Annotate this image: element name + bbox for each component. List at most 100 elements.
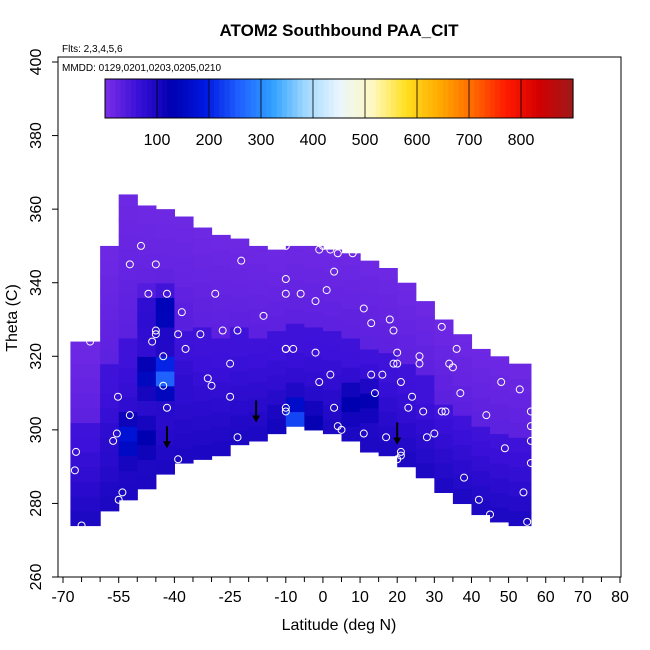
colorbar-cell	[193, 79, 200, 118]
heatmap-cell	[155, 209, 175, 225]
observation-point	[86, 337, 95, 346]
flights-note: Flts: 2,3,4,5,6	[62, 44, 123, 55]
heatmap-cell	[267, 286, 287, 302]
observation-point	[437, 407, 446, 416]
heatmap-cell	[174, 271, 194, 287]
heatmap-cell	[397, 407, 417, 424]
heatmap-cell	[508, 407, 532, 424]
heatmap-cell	[248, 249, 268, 265]
observation-point	[151, 326, 160, 335]
heatmap-cell	[471, 348, 491, 354]
colorbar-cell	[110, 79, 116, 118]
heatmap-cell	[174, 227, 194, 243]
heatmap-cell	[230, 268, 250, 284]
dates-note: MMDD: 0129,0201,0203,0205,0210	[62, 63, 221, 74]
colorbar-cell	[531, 79, 538, 118]
heatmap-cell	[490, 418, 510, 435]
heatmap-cell	[155, 385, 175, 402]
colorbar-cell	[536, 79, 543, 118]
heatmap-cell	[137, 297, 157, 313]
heatmap-cell	[341, 279, 361, 295]
heatmap-cell	[155, 444, 175, 460]
heatmap-cell	[322, 249, 343, 258]
heatmap-cell	[211, 396, 231, 413]
heatmap-cell	[452, 400, 473, 416]
colorbar: 100 200 300 400 500 600 700 800	[104, 78, 574, 149]
colorbar-cell	[162, 79, 168, 118]
heatmap-cell	[192, 415, 213, 431]
heatmap-cell	[118, 249, 138, 265]
colorbar-cell	[557, 79, 564, 118]
heatmap-cell	[211, 293, 231, 310]
heatmap-cell	[192, 282, 213, 299]
observation-point	[181, 344, 190, 353]
heatmap-cell	[452, 341, 473, 357]
observation-point	[370, 389, 379, 398]
y-tick-label: 260	[28, 564, 45, 591]
observation-point	[289, 344, 298, 353]
colorbar-cell	[328, 79, 335, 118]
observation-point	[367, 370, 376, 379]
colorbar-cell	[167, 79, 174, 118]
heatmap-cell	[397, 319, 417, 335]
observation-point	[281, 407, 290, 416]
colorbar-cell	[307, 79, 314, 118]
heatmap-cell	[341, 382, 361, 398]
observation-point	[396, 447, 405, 456]
colorbar-tick-label: 500	[352, 132, 379, 149]
heatmap-cell	[248, 308, 268, 324]
heatmap-cell	[192, 253, 213, 269]
heatmap-cell	[508, 437, 532, 453]
heatmap-cell	[211, 234, 231, 251]
heatmap-cell	[341, 411, 361, 427]
heatmap-cell	[378, 411, 398, 427]
heatmap-cell	[137, 429, 157, 446]
observation-point	[389, 359, 398, 368]
heatmap-cell	[304, 268, 324, 284]
heatmap-cell	[508, 481, 532, 497]
colorbar-cell	[302, 79, 309, 118]
heatmap-cell	[230, 371, 250, 387]
heatmap-cell	[155, 341, 175, 357]
heatmap-cell	[490, 492, 510, 508]
observation-point	[151, 260, 160, 269]
heatmap-cell	[137, 268, 157, 284]
colorbar-cell	[370, 79, 376, 118]
heatmap-cell	[174, 256, 194, 273]
heatmap-cell	[452, 334, 473, 343]
heatmap-cell	[155, 312, 175, 328]
heatmap-cell	[137, 356, 157, 372]
heatmap-cell	[490, 359, 510, 376]
heatmap-cell	[118, 396, 138, 413]
x-axis-label: Latitude (deg N)	[282, 617, 397, 634]
heatmap-cell	[192, 400, 213, 416]
heatmap-cell	[267, 271, 287, 287]
observation-point	[70, 466, 79, 475]
y-tick-label: 300	[28, 416, 45, 443]
arrow-markers	[162, 400, 402, 449]
heatmap-cell	[118, 470, 138, 486]
colorbar-cell	[567, 79, 574, 118]
heatmap-cell	[118, 367, 138, 383]
observation-point	[151, 330, 160, 339]
colorbar-cell	[198, 79, 205, 118]
heatmap-cell	[155, 400, 175, 416]
heatmap-cell	[397, 304, 417, 321]
observation-point	[519, 488, 528, 497]
colorbar-cell	[229, 79, 236, 118]
heatmap-cell	[100, 260, 120, 276]
heatmap-cell	[285, 411, 305, 427]
colorbar-cell	[136, 79, 142, 118]
heatmap-cell	[415, 389, 435, 405]
heatmap-cell	[137, 223, 157, 240]
observation-point	[333, 249, 342, 258]
observation-point	[393, 348, 402, 357]
heatmap-cell	[267, 389, 287, 405]
x-tick-label: 20	[388, 589, 406, 606]
heatmap-cell	[322, 404, 343, 420]
observation-point	[218, 326, 227, 335]
x-tick-label: 30	[425, 589, 443, 606]
heatmap-cell	[230, 356, 250, 372]
heatmap-cell	[211, 337, 231, 354]
heatmap-cell	[471, 470, 491, 486]
